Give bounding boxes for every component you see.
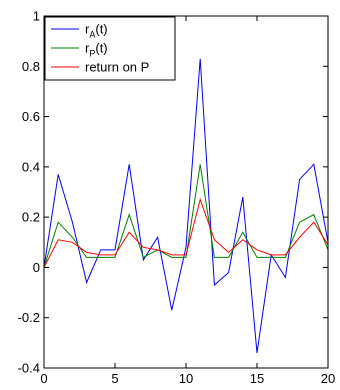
- x-tick-label: 0: [40, 371, 47, 386]
- y-tick-label: 0.8: [22, 59, 40, 74]
- y-tick-label: 0.6: [22, 109, 40, 124]
- legend-label-1: rP(t): [85, 41, 108, 59]
- legend: rA(t)rP(t)return on P: [44, 16, 176, 81]
- x-tick-label: 20: [321, 371, 335, 386]
- y-tick-label: -0.2: [18, 310, 40, 325]
- axis-layer: 0 5 10 15 20 -0.4 -0.2 0 0.2 0.4 0.6 0.8 1: [18, 9, 336, 387]
- legend-label-0: rA(t): [85, 22, 108, 40]
- x-tick-label: 5: [111, 371, 118, 386]
- y-tick-label: 1: [33, 9, 40, 24]
- legend-label-2: return on P: [85, 60, 149, 75]
- series-line-2: [43, 197, 329, 268]
- y-tick-label: -0.4: [18, 361, 40, 376]
- x-tick-label: 15: [250, 371, 264, 386]
- y-tick-label: 0.2: [22, 210, 40, 225]
- y-tick-label: 0: [33, 260, 40, 275]
- y-tick-label: 0.4: [22, 159, 40, 174]
- series-line-1: [43, 164, 329, 268]
- series-layer: [43, 58, 329, 353]
- x-tick-label: 10: [179, 371, 193, 386]
- series-line-0: [43, 58, 329, 353]
